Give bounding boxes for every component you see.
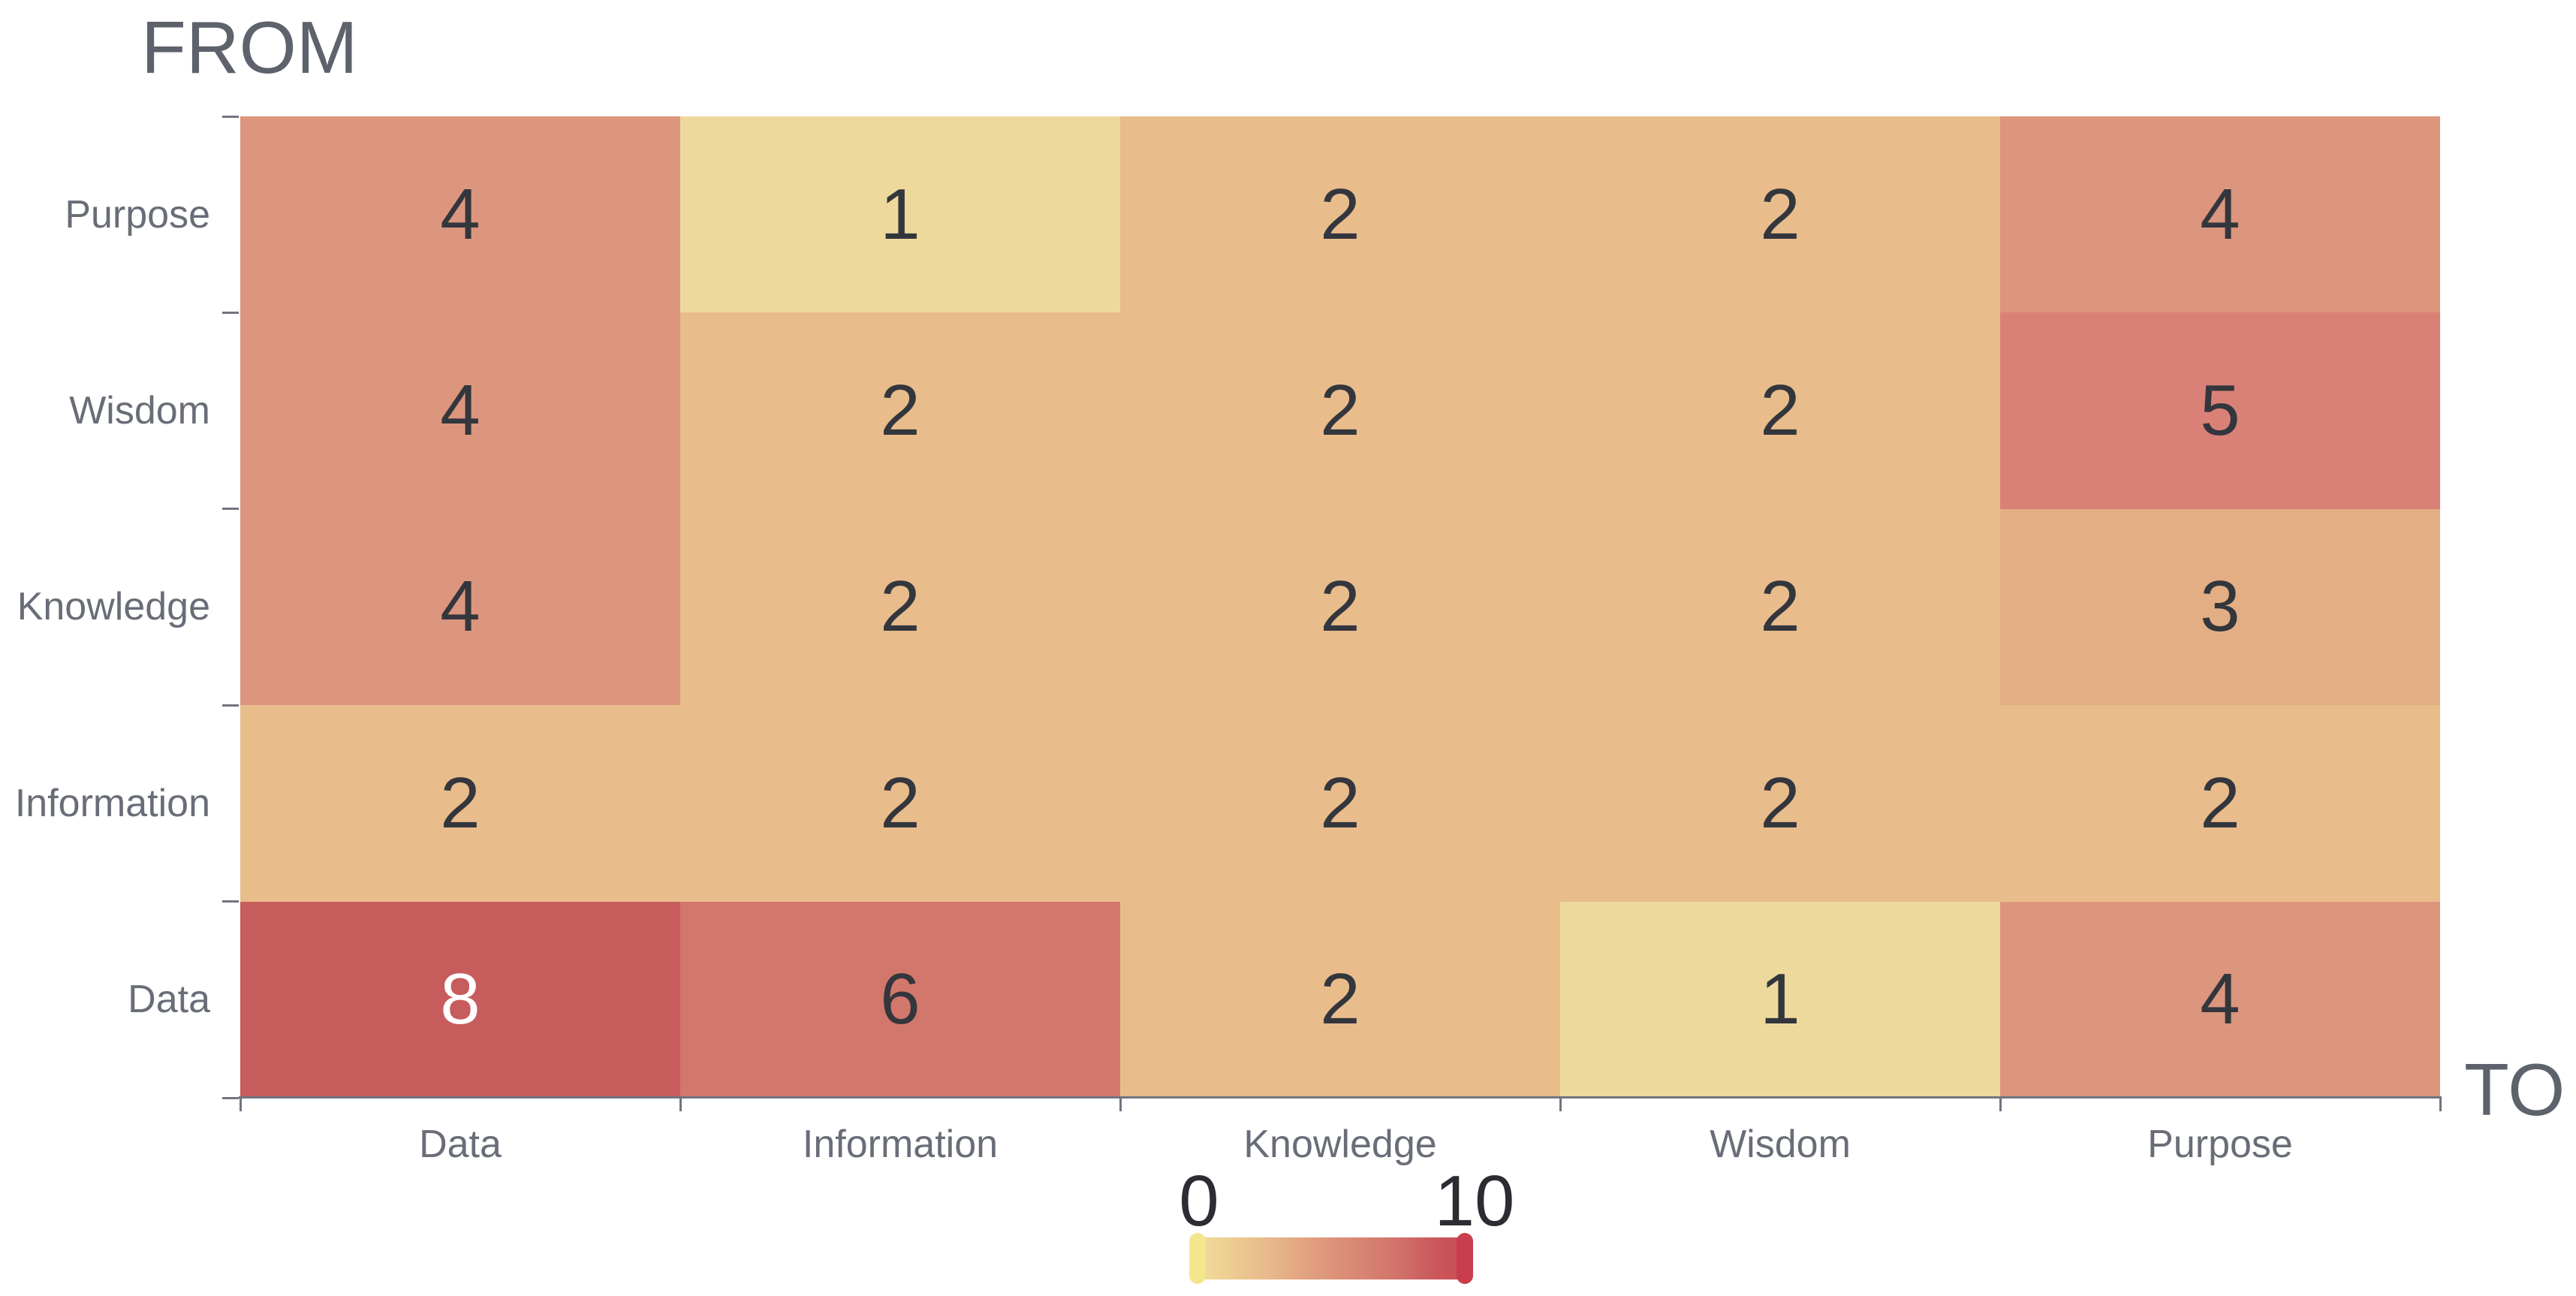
heatmap-cell[interactable]: 2 [1560,312,2000,509]
x-axis-labels: Data Information Knowledge Wisdom Purpose [240,1114,2440,1174]
heatmap-cell[interactable]: 8 [240,901,680,1098]
heatmap-cell[interactable]: 2 [680,312,1120,509]
y-axis-tick [222,115,239,118]
legend-gradient-bar[interactable] [1192,1237,1473,1279]
x-axis-tick [1999,1098,2002,1111]
x-axis-tick [239,1098,242,1111]
heatmap-cell[interactable]: 4 [240,508,680,706]
x-axis-tick [1119,1098,1122,1111]
heatmap-cell[interactable]: 4 [2000,116,2440,313]
heatmap-cell[interactable]: 1 [680,116,1120,313]
legend-max-label: 10 [1434,1161,1515,1241]
y-axis-tick [222,508,239,511]
heatmap-cell[interactable]: 2 [680,508,1120,706]
legend-min-handle[interactable] [1189,1233,1206,1284]
y-axis-tick [222,1096,239,1099]
y-axis-label: Data [128,978,210,1022]
heatmap-cell[interactable]: 1 [1560,901,2000,1098]
heatmap-cell[interactable]: 5 [2000,312,2440,509]
heatmap-cell[interactable]: 3 [2000,508,2440,706]
heatmap-cell[interactable]: 2 [1560,116,2000,313]
heatmap-cell[interactable]: 4 [240,312,680,509]
x-axis-label: Knowledge [1243,1123,1437,1166]
x-axis-tick [1559,1098,1562,1111]
y-axis-label: Purpose [65,192,210,237]
y-axis-tick [222,900,239,903]
y-axis-labels: Purpose Wisdom Knowledge Information Data [0,116,215,1098]
x-axis-title: TO [2464,1048,2565,1131]
heatmap-cell[interactable]: 2 [2000,705,2440,902]
heatmap-cell[interactable]: 6 [680,901,1120,1098]
heatmap-cell[interactable]: 2 [1560,705,2000,902]
x-axis-tick [2439,1098,2442,1111]
x-axis-label: Data [419,1123,502,1166]
x-axis-label: Information [802,1123,999,1166]
heatmap-cell[interactable]: 2 [680,705,1120,902]
heatmap-cell[interactable]: 2 [1560,508,2000,706]
heatmap-cell[interactable]: 2 [1120,705,1560,902]
heatmap-cell[interactable]: 2 [1120,116,1560,313]
x-axis-label: Purpose [2147,1123,2293,1166]
heatmap-cell[interactable]: 2 [1120,312,1560,509]
y-axis-tick [222,704,239,707]
x-axis-tick [679,1098,682,1111]
y-axis-label: Information [14,781,210,825]
y-axis-title: FROM [141,6,358,89]
y-axis-tick [222,311,239,314]
heatmap-cell[interactable]: 4 [2000,901,2440,1098]
x-axis-label: Wisdom [1710,1123,1851,1166]
heatmap-cell[interactable]: 2 [1120,901,1560,1098]
heatmap-cell[interactable]: 2 [1120,508,1560,706]
y-axis-label: Wisdom [69,389,210,433]
legend-max-handle[interactable] [1457,1233,1473,1284]
heatmap-cell[interactable]: 2 [240,705,680,902]
y-axis-label: Knowledge [17,585,210,629]
x-axis-line [239,1096,2442,1099]
heatmap-cell[interactable]: 4 [240,116,680,313]
legend-min-label: 0 [1179,1161,1219,1241]
